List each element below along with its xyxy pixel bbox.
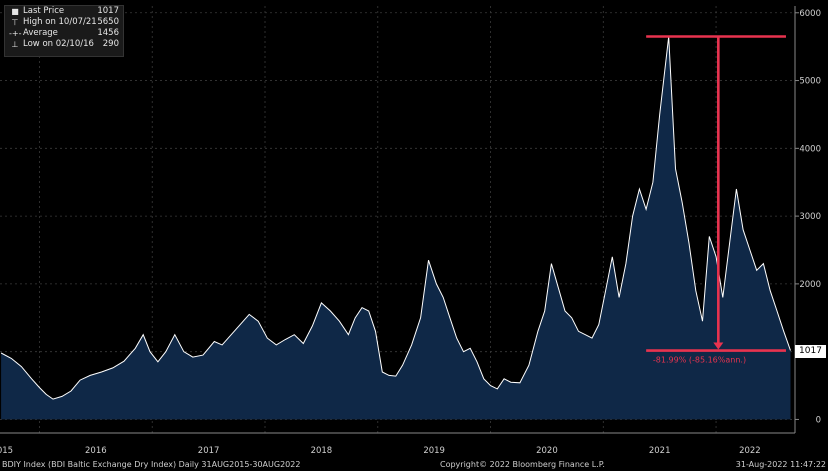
- x-tick-label: 2017: [198, 446, 220, 456]
- footer-index-info: BDIY Index (BDI Baltic Exchange Dry Inde…: [2, 460, 301, 469]
- legend-label: Low on 02/10/16: [23, 39, 94, 49]
- x-tick-label: 2016: [85, 446, 107, 456]
- legend-item-high: ⊤ High on 10/07/21 5650: [5, 17, 123, 28]
- legend: ■ Last Price 1017 ⊤ High on 10/07/21 565…: [4, 5, 124, 57]
- annotation-arrow-head: [713, 342, 724, 350]
- legend-item-last-price: ■ Last Price 1017: [5, 6, 123, 17]
- last-price-tag: 1017: [795, 345, 826, 358]
- white-square-icon: ■: [11, 7, 19, 16]
- high-marker-icon: ⊤: [11, 18, 19, 27]
- footer-copyright: Copyright© 2022 Bloomberg Finance L.P.: [440, 460, 605, 469]
- y-tick-label: 5000: [799, 77, 821, 87]
- y-tick-label: 3000: [799, 212, 821, 222]
- legend-item-average: -+- Average 1456: [5, 28, 123, 39]
- legend-label: High on 10/07/21: [23, 17, 97, 27]
- legend-value: 5650: [97, 17, 119, 27]
- legend-label: Last Price: [23, 6, 65, 16]
- x-tick-label: 2015: [0, 446, 13, 456]
- footer-timestamp: 31-Aug-2022 11:47:22: [735, 460, 826, 469]
- legend-value: 1456: [97, 28, 119, 38]
- y-tick-label: 0: [816, 415, 821, 425]
- x-tick-label: 2021: [649, 446, 671, 456]
- y-tick-label: 2000: [799, 280, 821, 290]
- legend-value: 290: [102, 39, 119, 49]
- x-tick-label: 2019: [423, 446, 445, 456]
- low-marker-icon: ⊥: [11, 40, 19, 49]
- legend-value: 1017: [97, 6, 119, 16]
- area-fill: [1, 36, 791, 420]
- average-marker-icon: -+-: [9, 29, 22, 38]
- x-tick-label: 2022: [739, 446, 761, 456]
- price-line: [0, 36, 791, 400]
- x-tick-label: 2018: [311, 446, 333, 456]
- footer: BDIY Index (BDI Baltic Exchange Dry Inde…: [0, 458, 828, 471]
- x-tick-label: 2020: [536, 446, 558, 456]
- annotation-label: -81.99% (-85.16%ann.): [653, 356, 746, 365]
- y-tick-label: 4000: [799, 144, 821, 154]
- legend-item-low: ⊥ Low on 02/10/16 290: [5, 39, 123, 50]
- legend-label: Average: [23, 28, 58, 38]
- y-tick-label: 6000: [799, 9, 821, 19]
